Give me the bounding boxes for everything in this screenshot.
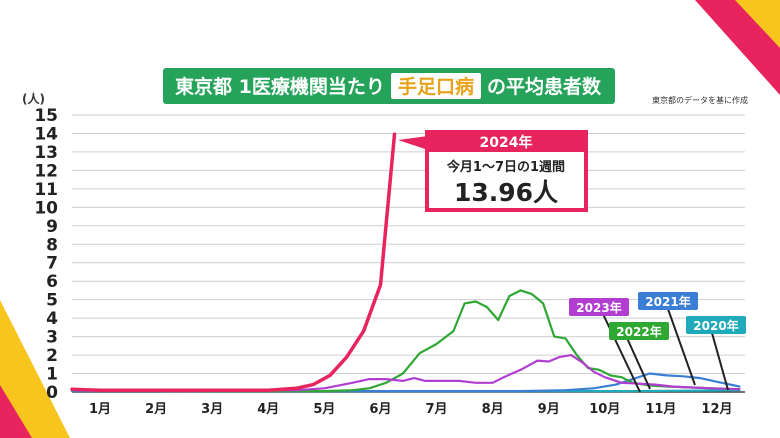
x-tick-label: 9月 — [538, 402, 560, 417]
y-tick-label: 9 — [46, 217, 58, 237]
x-tick-label: 2月 — [145, 402, 167, 417]
accent-left-yellow — [0, 300, 70, 438]
y-axis-label: (人) — [22, 91, 45, 106]
label-2023-box — [569, 298, 629, 316]
y-tick-label: 15 — [34, 106, 58, 126]
x-tick-label: 4月 — [257, 402, 279, 417]
y-tick-label: 14 — [34, 124, 58, 144]
y-tick-label: 3 — [46, 328, 58, 348]
callout-year: 2024年 — [480, 134, 533, 151]
label-2021-box — [638, 292, 698, 310]
series-line-y2024 — [70, 132, 397, 392]
x-tick-label: 3月 — [201, 402, 223, 417]
callout-value: 13.96人 — [454, 178, 558, 207]
label-2021-text: 2021年 — [645, 294, 690, 309]
leader-2021 — [667, 308, 696, 386]
label-2022-text: 2022年 — [616, 324, 661, 339]
label-2020: 2020年 — [686, 316, 746, 391]
y-tick-label: 11 — [34, 180, 58, 200]
x-tick-label: 6月 — [369, 402, 391, 417]
label-2023: 2023年 — [569, 298, 641, 393]
label-2022: 2022年 — [609, 322, 669, 390]
callout-period: 今月1～7日の1週間 — [446, 159, 565, 175]
y-tick-label: 0 — [46, 383, 58, 403]
title-highlight-box — [391, 73, 481, 99]
series-line-y2022 — [70, 289, 741, 393]
y-tick-label: 2 — [46, 346, 58, 366]
y-tick-label: 7 — [46, 254, 58, 274]
label-2020-text: 2020年 — [693, 318, 738, 333]
callout-inner — [429, 152, 584, 208]
source-note: 東京都のデータを基に作成 — [652, 95, 748, 105]
label-2023-text: 2023年 — [576, 300, 621, 315]
leader-2022 — [626, 337, 651, 390]
x-tick-labels: 1月 2月 3月 4月 5月 6月 7月 8月 9月 10月 11月 12月 — [89, 402, 732, 417]
series-line-y2023 — [70, 354, 741, 393]
callout-2024: 2024年 今月1～7日の1週間 13.96人 — [398, 130, 588, 212]
y-tick-label: 10 — [34, 198, 58, 218]
grid — [72, 114, 745, 393]
x-tick-label: 7月 — [426, 402, 448, 417]
x-tick-label: 8月 — [482, 402, 504, 417]
y-tick-label: 5 — [46, 291, 58, 311]
x-tick-label: 12月 — [701, 402, 732, 417]
title-part2: の平均患者数 — [487, 75, 602, 98]
callout-pointer — [398, 136, 428, 150]
x-tick-label: 5月 — [313, 402, 335, 417]
y-tick-label: 8 — [46, 235, 58, 255]
label-2021: 2021年 — [638, 292, 698, 386]
x-tick-label: 1月 — [89, 402, 111, 417]
accent-right-yellow — [735, 0, 780, 48]
title-highlight: 手足口病 — [398, 75, 474, 98]
title-banner — [163, 68, 615, 104]
title-part1: 東京都 1医療機関当たり — [175, 75, 385, 98]
y-tick-label: 4 — [46, 309, 58, 329]
y-tick-label: 12 — [34, 161, 58, 181]
y-tick-label: 6 — [46, 272, 58, 292]
label-2022-box — [609, 322, 669, 340]
leader-2020 — [711, 332, 729, 391]
y-tick-label: 13 — [34, 143, 58, 163]
accent-left-pink — [0, 385, 32, 438]
y-tick-label: 1 — [46, 365, 58, 385]
x-tick-label: 11月 — [645, 402, 676, 417]
label-2020-box — [686, 316, 746, 334]
x-tick-label: 10月 — [589, 402, 620, 417]
